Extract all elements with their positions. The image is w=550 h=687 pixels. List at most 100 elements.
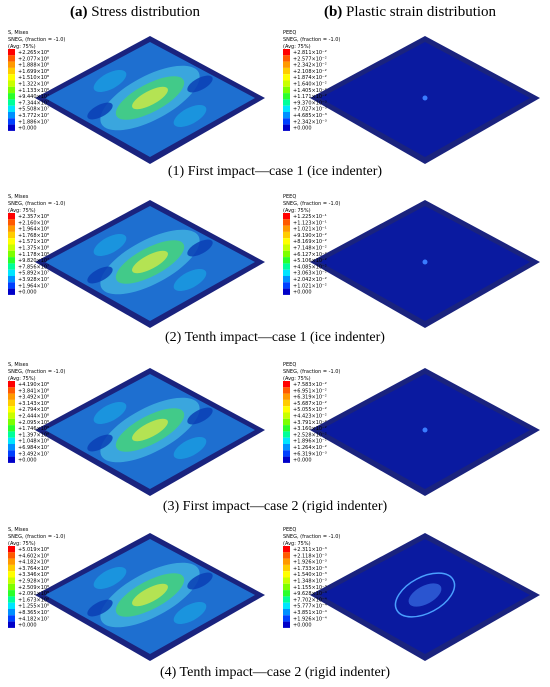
legend-value: +4.190×10⁸ (18, 382, 49, 388)
legend-swatch (283, 213, 290, 220)
legend-swatch (283, 564, 290, 572)
legend-swatch (283, 590, 290, 597)
legend-value: +2.091×10⁸ (18, 591, 49, 597)
legend-title: (Avg: 75%) (8, 44, 36, 50)
legend-value: +0.000 (18, 458, 37, 464)
column-label: (b) (324, 4, 342, 20)
legend-value: +1.322×10⁸ (18, 82, 49, 88)
legend-value: +1.746×10⁸ (18, 426, 49, 432)
legend-value: +1.225×10⁻¹ (293, 214, 327, 220)
legend-value: +1.964×10⁸ (18, 227, 49, 233)
stress-contour (173, 268, 207, 292)
column-title: Plastic strain distribution (346, 4, 496, 20)
legend-value: +0.000 (18, 290, 37, 296)
legend-value: +1.123×10⁻¹ (293, 220, 327, 226)
legend-title: PEEQ (283, 30, 296, 36)
legend-swatch (8, 225, 15, 232)
legend-value: +1.768×10⁸ (18, 233, 49, 239)
legend-value: +3.160×10⁻² (293, 426, 327, 432)
legend-value: +2.095×10⁸ (18, 420, 49, 426)
legend-swatch (8, 615, 15, 622)
legend-value: +1.375×10⁸ (18, 246, 49, 252)
legend-title: (Avg: 75%) (283, 541, 311, 547)
legend-swatch (283, 406, 290, 413)
legend-title: (Avg: 75%) (283, 376, 311, 382)
legend-value: +2.108×10⁻² (293, 69, 327, 75)
legend-value: +5.019×10⁸ (18, 547, 49, 553)
legend-value: +9.628×10⁻⁴ (293, 591, 327, 597)
legend-swatch (283, 387, 290, 394)
plate (35, 368, 265, 496)
legend-value: +3.492×10⁷ (18, 451, 49, 457)
legend-swatch (8, 118, 15, 125)
legend-swatch (283, 112, 290, 119)
legend-title: SNEG, (fraction = -1.0) (283, 37, 340, 43)
legend-swatch (283, 263, 290, 270)
legend-value: +4.602×10⁸ (18, 553, 49, 559)
plate (35, 36, 265, 164)
legend-value: +1.397×10⁸ (18, 432, 49, 438)
legend-swatch (283, 74, 290, 81)
legend-swatch (283, 615, 290, 622)
legend-swatch (283, 225, 290, 232)
legend-value: +1.048×10⁸ (18, 439, 49, 445)
legend-value: +1.964×10⁷ (18, 283, 49, 289)
legend-swatch (283, 257, 290, 264)
legend-value: +9.820×10⁷ (18, 258, 49, 264)
legend-swatch (283, 552, 290, 559)
row-caption: (2) Tenth impact—case 1 (ice indenter) (165, 330, 385, 345)
legend-swatch (8, 609, 15, 616)
legend-swatch (8, 67, 15, 75)
legend-swatch (8, 431, 15, 438)
legend-value: +7.583×10⁻² (293, 382, 327, 388)
legend-value: +5.687×10⁻² (293, 401, 327, 407)
stress-contour (93, 566, 127, 590)
legend-value: +7.148×10⁻² (293, 246, 327, 252)
legend-value: +1.405×10⁻² (293, 88, 327, 94)
legend-swatch (8, 412, 15, 419)
legend-swatch (8, 257, 15, 264)
stress-contour (187, 75, 213, 93)
strain-contour (394, 572, 456, 618)
legend-swatch (283, 55, 290, 62)
stress-contour (187, 239, 213, 257)
column-title: Stress distribution (91, 4, 200, 20)
legend-value: +9.190×10⁻² (293, 233, 327, 239)
legend-swatch (283, 418, 290, 426)
legend-swatch (8, 590, 15, 597)
legend-value: +7.856×10⁷ (18, 264, 49, 270)
legend-value: +2.265×10⁸ (18, 50, 49, 56)
legend-title: SNEG, (fraction = -1.0) (283, 369, 340, 375)
stress-contour (187, 407, 213, 425)
legend-value: +5.508×10⁷ (18, 107, 49, 113)
legend-value: +1.255×10⁸ (18, 604, 49, 610)
legend-value: +2.118×10⁻³ (293, 553, 327, 559)
legend-swatch (283, 244, 290, 251)
legend-value: +1.888×10⁸ (18, 63, 49, 69)
legend-value: +1.926×10⁻³ (293, 560, 327, 566)
legend-value: +3.791×10⁻² (293, 420, 327, 426)
legend-value: +7.027×10⁻³ (293, 107, 327, 113)
legend-title: SNEG, (fraction = -1.0) (283, 201, 340, 207)
legend-title: SNEG, (fraction = -1.0) (283, 534, 340, 540)
row-caption: (3) First impact—case 2 (rigid indenter) (163, 499, 388, 514)
legend-value: +6.127×10⁻² (293, 252, 327, 258)
legend-swatch (283, 118, 290, 125)
strain-spot (422, 259, 428, 265)
legend-title: S, Mises (8, 194, 29, 200)
legend-swatch (8, 105, 15, 112)
legend-swatch (283, 67, 290, 75)
legend-value: +1.733×10⁻³ (293, 566, 327, 572)
legend-value: +0.000 (293, 623, 312, 629)
legend-value: +3.841×10⁸ (18, 388, 49, 394)
legend-title: S, Mises (8, 30, 29, 36)
legend-swatch (8, 244, 15, 251)
legend-swatch (8, 602, 15, 609)
legend-value: +8.365×10⁷ (18, 610, 49, 616)
legend-value: +1.021×10⁻¹ (293, 227, 327, 233)
legend-swatch (283, 238, 290, 245)
legend-swatch (8, 546, 15, 553)
stress-contour (187, 572, 213, 590)
stress-contour (173, 104, 207, 128)
legend-swatch (283, 437, 290, 444)
